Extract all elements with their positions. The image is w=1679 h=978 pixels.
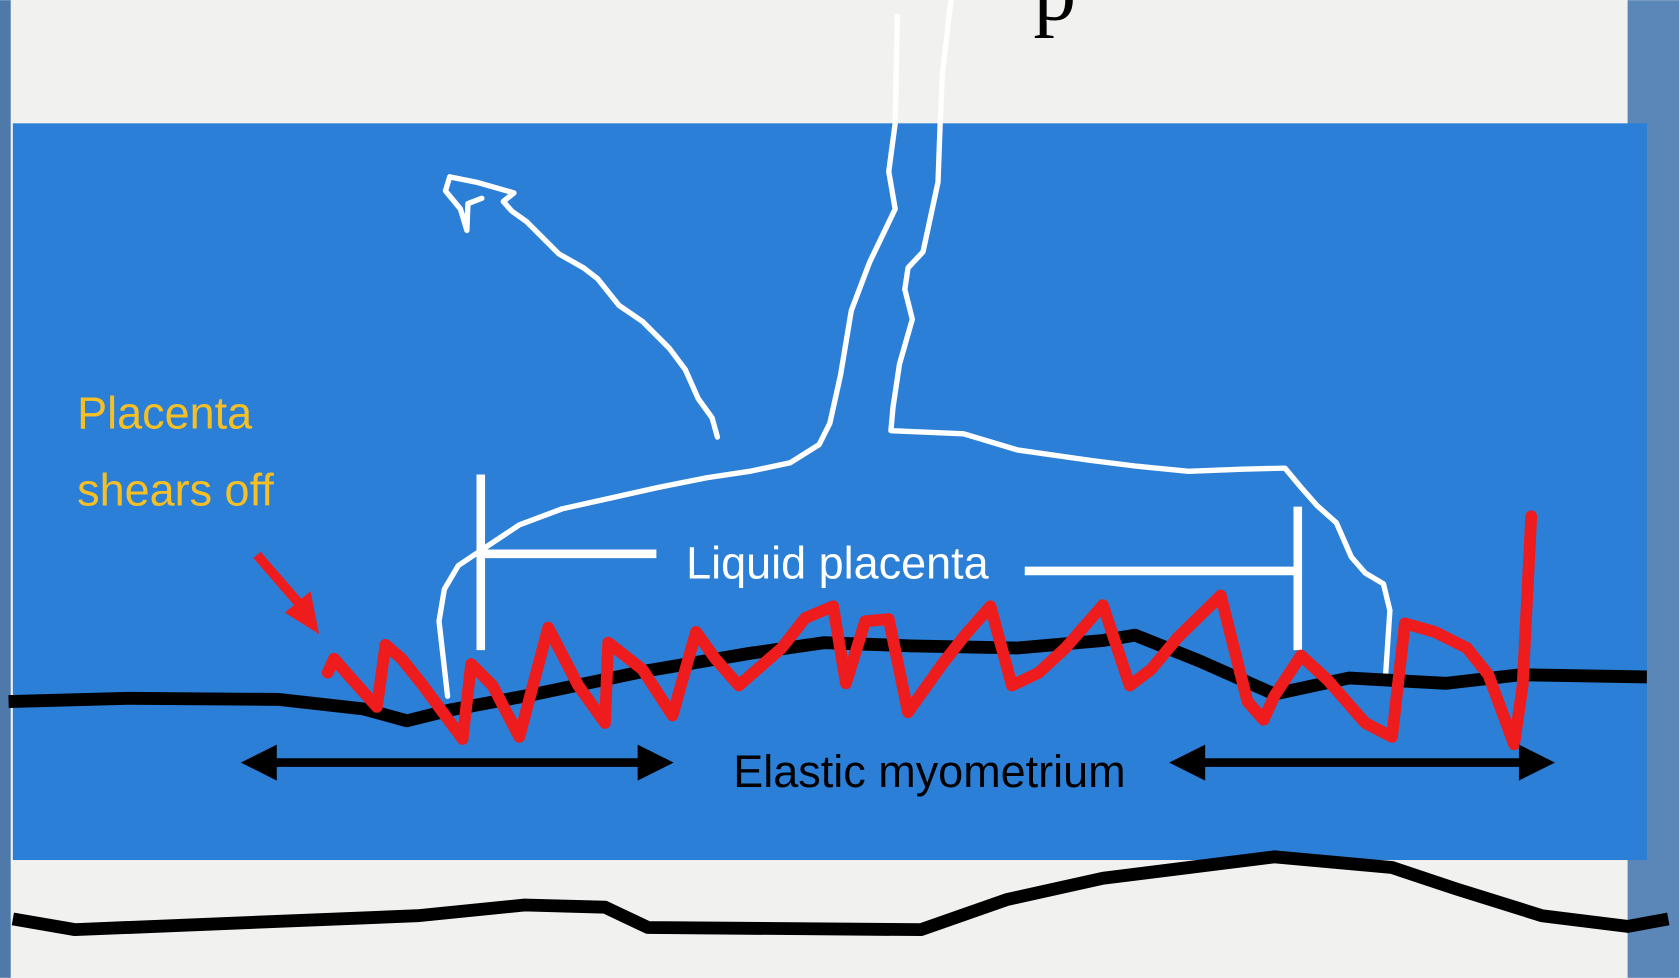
slide: p Liquid placenta Placenta shears off El… — [0, 0, 1679, 978]
elastic-myometrium-label: Elastic myometrium — [733, 746, 1125, 797]
shears-off-line: Placenta — [77, 388, 253, 439]
liquid-placenta-label: Liquid placenta — [686, 537, 990, 588]
page: {"title_fragment": "p", "labels": { "pla… — [0, 0, 1679, 978]
shears-off-line: shears off — [77, 465, 274, 516]
left-frame — [0, 0, 11, 978]
title-fragment: p — [1033, 0, 1076, 38]
